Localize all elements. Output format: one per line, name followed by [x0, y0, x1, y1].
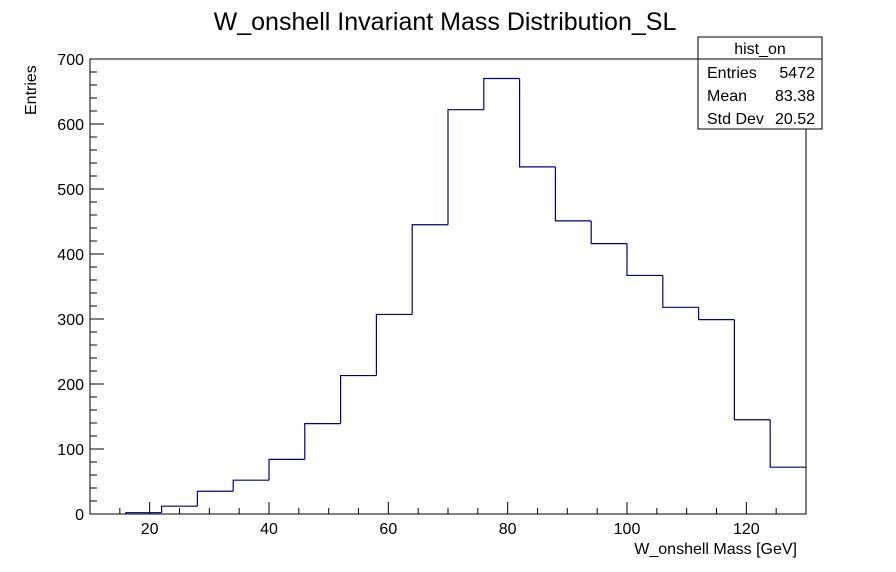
- stats-entries-label: Entries: [707, 65, 757, 82]
- histogram-bin: [626, 243, 663, 277]
- x-tick-label: 20: [141, 521, 159, 538]
- stats-box: hist_on Entries 5472 Mean 83.38 Std Dev …: [697, 36, 823, 130]
- histogram-bin: [411, 224, 448, 315]
- histogram-bin: [554, 166, 592, 222]
- x-tick-label: 100: [614, 521, 641, 538]
- histogram-bin: [698, 307, 735, 321]
- y-axis-label: Entries: [23, 65, 40, 115]
- y-tick-label: 100: [57, 442, 84, 459]
- stats-stddev-value: 20.52: [775, 111, 815, 128]
- stats-box-title: hist_on: [734, 41, 786, 58]
- stats-mean-label: Mean: [707, 88, 747, 105]
- histogram-bin: [340, 374, 377, 424]
- stats-entries-value: 5472: [779, 65, 815, 82]
- stats-mean-value: 83.38: [775, 88, 815, 105]
- y-tick-label: 0: [75, 507, 84, 524]
- histogram-bin: [232, 479, 269, 492]
- x-tick-label: 80: [499, 521, 517, 538]
- y-tick-label: 600: [57, 117, 84, 134]
- histogram-bin: [268, 458, 305, 481]
- axis-ticks: [89, 58, 807, 515]
- histogram-bin: [519, 78, 556, 168]
- x-tick-label: 60: [379, 521, 397, 538]
- tick-labels: 20 40 60 80 100 120 0 100 200 300 400 500 600 700: [57, 52, 759, 538]
- histogram-bin: [769, 419, 806, 468]
- y-tick-label: 500: [57, 182, 84, 199]
- x-tick-label: 120: [733, 521, 760, 538]
- histogram-bin: [447, 109, 484, 225]
- y-tick-label: 300: [57, 312, 84, 329]
- histogram-bin: [662, 275, 699, 308]
- histogram-bin: [733, 319, 771, 421]
- histogram-bin: [483, 77, 520, 110]
- histogram-bin: [304, 423, 341, 460]
- histogram-series: [125, 77, 806, 514]
- stats-stddev-label: Std Dev: [707, 111, 764, 128]
- stats-box-frame: [697, 36, 823, 130]
- x-axis-label: W_onshell Mass [GeV]: [634, 541, 797, 558]
- histogram-bin: [125, 512, 162, 514]
- y-tick-label: 200: [57, 377, 84, 394]
- y-tick-label: 400: [57, 247, 84, 264]
- histogram-bin: [590, 220, 627, 245]
- chart-title: W_onshell Invariant Mass Distribution_SL: [214, 8, 677, 36]
- histogram-bin: [196, 490, 234, 507]
- histogram-bin: [375, 313, 413, 376]
- y-tick-label: 700: [57, 52, 84, 69]
- x-tick-label: 40: [260, 521, 278, 538]
- histogram-bin: [161, 505, 198, 513]
